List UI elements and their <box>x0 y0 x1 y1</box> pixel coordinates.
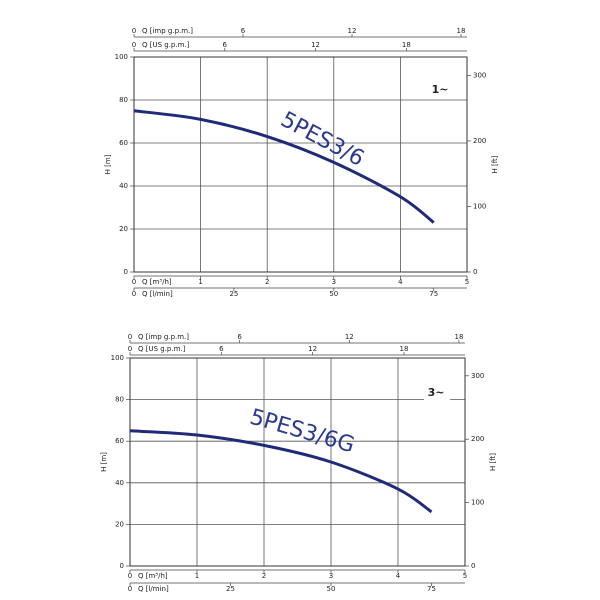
x-axis-label: Q [imp g.p.m.] <box>142 27 193 35</box>
x-tick-label: 0 <box>132 41 136 49</box>
phase-label-box <box>424 385 450 401</box>
y-tick-label: 40 <box>115 479 124 487</box>
plot-frame <box>133 56 468 273</box>
phase-label: 1~ <box>432 83 449 96</box>
x-tick-label: 0 <box>132 27 136 35</box>
y-tick-label: 80 <box>119 96 128 104</box>
x-tick-label: 4 <box>396 572 401 580</box>
y-tick-label: 100 <box>111 354 124 362</box>
y-tick-label: 0 <box>120 562 124 570</box>
curve-label: 5PES3/6 <box>276 107 368 172</box>
x-tick-label: 18 <box>455 333 464 341</box>
x-tick-label: 0 <box>128 572 132 580</box>
x-tick-label: 6 <box>241 27 246 35</box>
x-tick-label: 2 <box>265 278 269 286</box>
x-axis-label: Q [imp g.p.m.] <box>138 333 189 341</box>
x-tick-label: 12 <box>348 27 357 35</box>
x-tick-label: 1 <box>198 278 202 286</box>
y2-tick-label: 300 <box>471 372 484 380</box>
y-tick-label: 20 <box>115 520 124 528</box>
y-tick-label: 100 <box>115 53 128 61</box>
x-tick-label: 18 <box>457 27 466 35</box>
y-tick-label: 40 <box>119 182 128 190</box>
x-tick-label: 3 <box>332 278 336 286</box>
x-tick-label: 2 <box>262 572 266 580</box>
x-tick-label: 12 <box>308 345 317 353</box>
y-axis-label: H [m] <box>100 452 108 472</box>
y2-tick-label: 300 <box>473 71 486 79</box>
x-tick-label: 6 <box>223 41 228 49</box>
x-axis-label: Q [US g.p.m.] <box>138 345 186 353</box>
x-tick-label: 0 <box>128 345 132 353</box>
y-axis-label: H [m] <box>104 154 112 174</box>
x-tick-label: 25 <box>226 585 235 593</box>
curve-label: 5PES3/6G <box>247 405 357 459</box>
x-axis-label: Q [m³/h] <box>142 278 172 286</box>
x-tick-label: 4 <box>398 278 403 286</box>
x-tick-label: 50 <box>327 585 336 593</box>
pump-curve <box>129 429 433 514</box>
x-tick-label: 18 <box>400 345 409 353</box>
y-tick-label: 60 <box>119 139 128 147</box>
x-tick-label: 75 <box>429 290 438 298</box>
y2-tick-label: 200 <box>471 435 484 443</box>
y-tick-label: 60 <box>115 437 124 445</box>
phase-label: 3~ <box>428 386 445 399</box>
x-tick-label: 75 <box>427 585 436 593</box>
x-axis-label: Q [l/min] <box>142 290 173 298</box>
y2-axis-label: H [ft] <box>491 155 499 173</box>
x-tick-label: 25 <box>229 290 238 298</box>
x-axis-label: Q [l/min] <box>138 585 169 593</box>
x-axis-label: Q [m³/h] <box>138 572 168 580</box>
y2-tick-label: 100 <box>471 499 484 507</box>
x-tick-label: 50 <box>329 290 338 298</box>
x-tick-label: 18 <box>402 41 411 49</box>
x-tick-label: 5 <box>465 278 469 286</box>
x-tick-label: 1 <box>195 572 199 580</box>
x-tick-label: 12 <box>345 333 354 341</box>
x-tick-label: 5 <box>463 572 467 580</box>
y2-tick-label: 200 <box>473 137 486 145</box>
y2-tick-label: 0 <box>473 268 477 276</box>
x-tick-label: 6 <box>219 345 224 353</box>
x-axis-label: Q [US g.p.m.] <box>142 41 190 49</box>
x-tick-label: 0 <box>132 290 136 298</box>
x-tick-label: 6 <box>237 333 242 341</box>
x-tick-label: 0 <box>128 333 132 341</box>
pump-curve <box>133 109 435 224</box>
y-tick-label: 0 <box>124 268 128 276</box>
x-tick-label: 3 <box>329 572 333 580</box>
plot-frame <box>129 357 466 567</box>
y2-axis-label: H [ft] <box>489 453 497 471</box>
x-tick-label: 0 <box>128 585 132 593</box>
y-tick-label: 80 <box>115 396 124 404</box>
y-tick-label: 20 <box>119 225 128 233</box>
y2-tick-label: 100 <box>473 202 486 210</box>
phase-label-box <box>428 82 454 98</box>
x-tick-label: 0 <box>132 278 136 286</box>
x-tick-label: 12 <box>311 41 320 49</box>
y2-tick-label: 0 <box>471 562 475 570</box>
